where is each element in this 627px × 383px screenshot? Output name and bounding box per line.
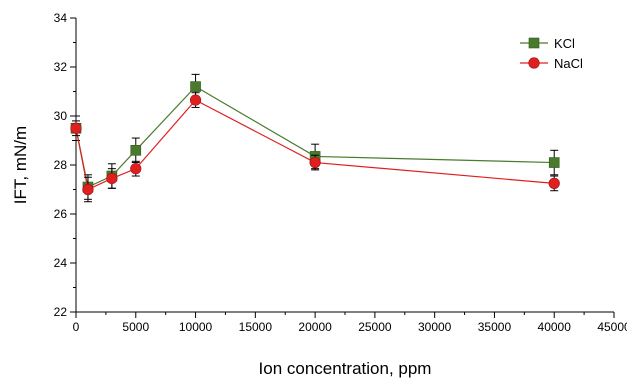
x-axis-title: Ion concentration, ppm [259, 359, 432, 378]
series-nacl [70, 92, 560, 203]
x-tick-label: 45000 [597, 320, 627, 334]
legend-item-nacl: NaCl [520, 56, 583, 71]
data-point-nacl [82, 183, 94, 196]
x-tick-label: 30000 [418, 320, 452, 334]
y-tick-label: 30 [54, 109, 68, 123]
y-tick-label: 34 [54, 11, 68, 25]
legend-item-kcl: KCl [520, 36, 575, 51]
series-kcl [70, 73, 560, 200]
data-point-kcl [548, 157, 560, 168]
x-tick-label: 20000 [298, 320, 332, 334]
y-tick-label: 32 [54, 60, 68, 74]
data-point-nacl [189, 94, 202, 106]
data-point-nacl [309, 156, 321, 169]
series-line-kcl [75, 85, 555, 188]
data-point-kcl [130, 145, 142, 156]
series-layer [70, 73, 560, 203]
legend-label-kcl: KCl [554, 36, 575, 51]
data-point-kcl [190, 81, 201, 92]
axes: 22 24 26 28 30 32 34 0 5000 10000 15000 20000 25000 3… [54, 11, 627, 334]
y-tick-label: 28 [54, 158, 68, 172]
x-tick-label: 35000 [478, 320, 512, 334]
x-tick-label: 0 [73, 320, 80, 334]
y-axis-title: IFT, mN/m [11, 126, 30, 204]
y-tick-label: 26 [54, 207, 68, 221]
legend-marker-nacl [528, 57, 540, 69]
x-tick-label: 10000 [179, 320, 213, 334]
data-point-nacl [548, 177, 560, 189]
legend-label-nacl: NaCl [554, 56, 583, 71]
data-point-nacl [130, 163, 142, 175]
x-tick-label: 40000 [538, 320, 572, 334]
x-tick-label: 5000 [122, 320, 149, 334]
y-tick-label: 22 [54, 305, 68, 319]
x-tick-label: 25000 [358, 320, 392, 334]
x-tick-label: 15000 [239, 320, 273, 334]
legend: KCl NaCl [520, 36, 583, 71]
data-point-nacl [106, 172, 118, 185]
data-point-nacl [70, 122, 82, 134]
legend-marker-kcl [528, 37, 540, 49]
y-tick-label: 24 [54, 256, 68, 270]
